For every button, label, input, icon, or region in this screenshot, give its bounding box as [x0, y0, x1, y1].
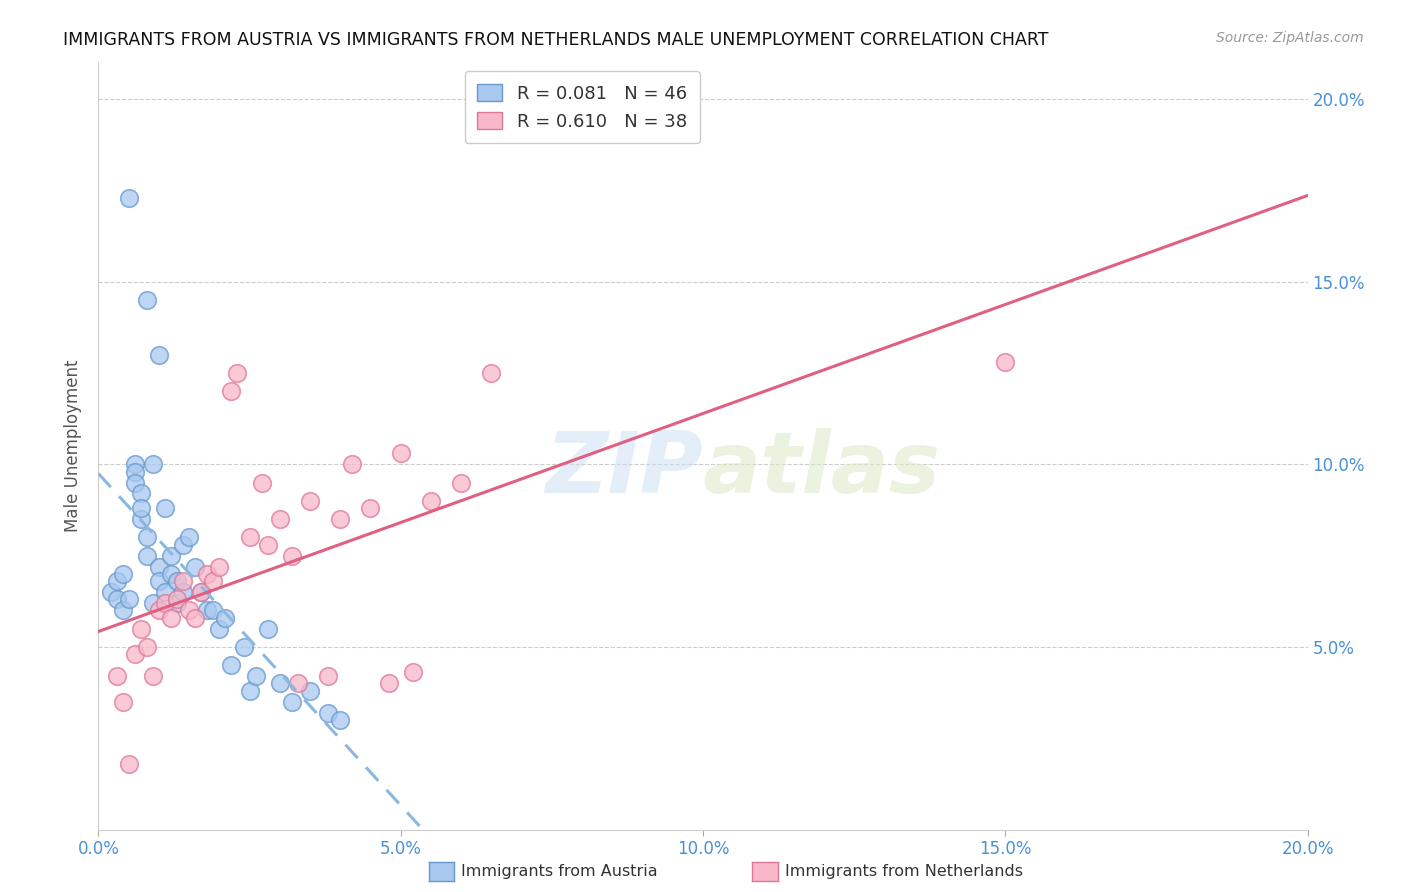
Point: [160, 610, 183, 624]
Point: [342, 457, 364, 471]
Y-axis label: Male Unemployment: Male Unemployment: [65, 359, 83, 533]
Point: [269, 512, 291, 526]
Point: [402, 665, 425, 680]
Point: [245, 669, 267, 683]
Point: [221, 384, 243, 399]
Point: [994, 355, 1017, 369]
Point: [105, 592, 128, 607]
Text: atlas: atlas: [703, 427, 941, 510]
Point: [105, 574, 128, 589]
Point: [239, 683, 262, 698]
Point: [420, 493, 443, 508]
Legend: R = 0.081   N = 46, R = 0.610   N = 38: R = 0.081 N = 46, R = 0.610 N = 38: [464, 71, 700, 144]
Point: [481, 366, 503, 380]
Point: [172, 538, 194, 552]
Point: [129, 486, 152, 500]
Point: [316, 669, 339, 683]
Point: [179, 603, 201, 617]
Point: [135, 640, 157, 654]
Point: [105, 669, 128, 683]
Point: [172, 574, 194, 589]
Point: [316, 706, 339, 720]
Point: [299, 493, 322, 508]
Point: [111, 695, 134, 709]
Point: [190, 585, 212, 599]
Point: [184, 559, 207, 574]
Point: [221, 658, 243, 673]
Point: [232, 640, 254, 654]
Text: Immigrants from Austria: Immigrants from Austria: [461, 864, 658, 879]
Point: [148, 574, 170, 589]
Point: [166, 592, 188, 607]
Text: IMMIGRANTS FROM AUSTRIA VS IMMIGRANTS FROM NETHERLANDS MALE UNEMPLOYMENT CORRELA: IMMIGRANTS FROM AUSTRIA VS IMMIGRANTS FR…: [63, 31, 1049, 49]
Point: [208, 559, 231, 574]
Point: [166, 574, 188, 589]
Point: [142, 457, 165, 471]
Point: [111, 603, 134, 617]
Point: [269, 676, 291, 690]
Point: [166, 596, 188, 610]
Point: [129, 622, 152, 636]
Point: [214, 610, 236, 624]
Point: [299, 683, 322, 698]
Point: [135, 530, 157, 544]
Text: Immigrants from Netherlands: Immigrants from Netherlands: [785, 864, 1022, 879]
Point: [190, 585, 212, 599]
Point: [195, 603, 218, 617]
Point: [172, 585, 194, 599]
Text: ZIP: ZIP: [546, 427, 703, 510]
Point: [135, 293, 157, 307]
Point: [153, 501, 176, 516]
Point: [124, 457, 146, 471]
Point: [208, 622, 231, 636]
Point: [124, 475, 146, 490]
Point: [129, 512, 152, 526]
Point: [142, 596, 165, 610]
Point: [202, 574, 225, 589]
Point: [124, 647, 146, 661]
Point: [160, 549, 183, 563]
Point: [142, 669, 165, 683]
Point: [256, 622, 278, 636]
Point: [153, 596, 176, 610]
Point: [329, 713, 352, 727]
Point: [135, 549, 157, 563]
Point: [118, 592, 141, 607]
Text: Source: ZipAtlas.com: Source: ZipAtlas.com: [1216, 31, 1364, 45]
Point: [250, 475, 273, 490]
Point: [100, 585, 122, 599]
Point: [184, 610, 207, 624]
Point: [281, 549, 304, 563]
Point: [329, 512, 352, 526]
Point: [129, 501, 152, 516]
Point: [202, 603, 225, 617]
Point: [450, 475, 472, 490]
Point: [148, 559, 170, 574]
Point: [360, 501, 382, 516]
Point: [389, 446, 412, 460]
Point: [226, 366, 249, 380]
Point: [281, 695, 304, 709]
Point: [148, 348, 170, 362]
Point: [160, 566, 183, 581]
Point: [153, 585, 176, 599]
Point: [179, 530, 201, 544]
Point: [195, 566, 218, 581]
Point: [118, 191, 141, 205]
Point: [256, 538, 278, 552]
Point: [377, 676, 399, 690]
Point: [239, 530, 262, 544]
Point: [287, 676, 309, 690]
Point: [118, 756, 141, 771]
Point: [111, 566, 134, 581]
Point: [124, 465, 146, 479]
Point: [148, 603, 170, 617]
